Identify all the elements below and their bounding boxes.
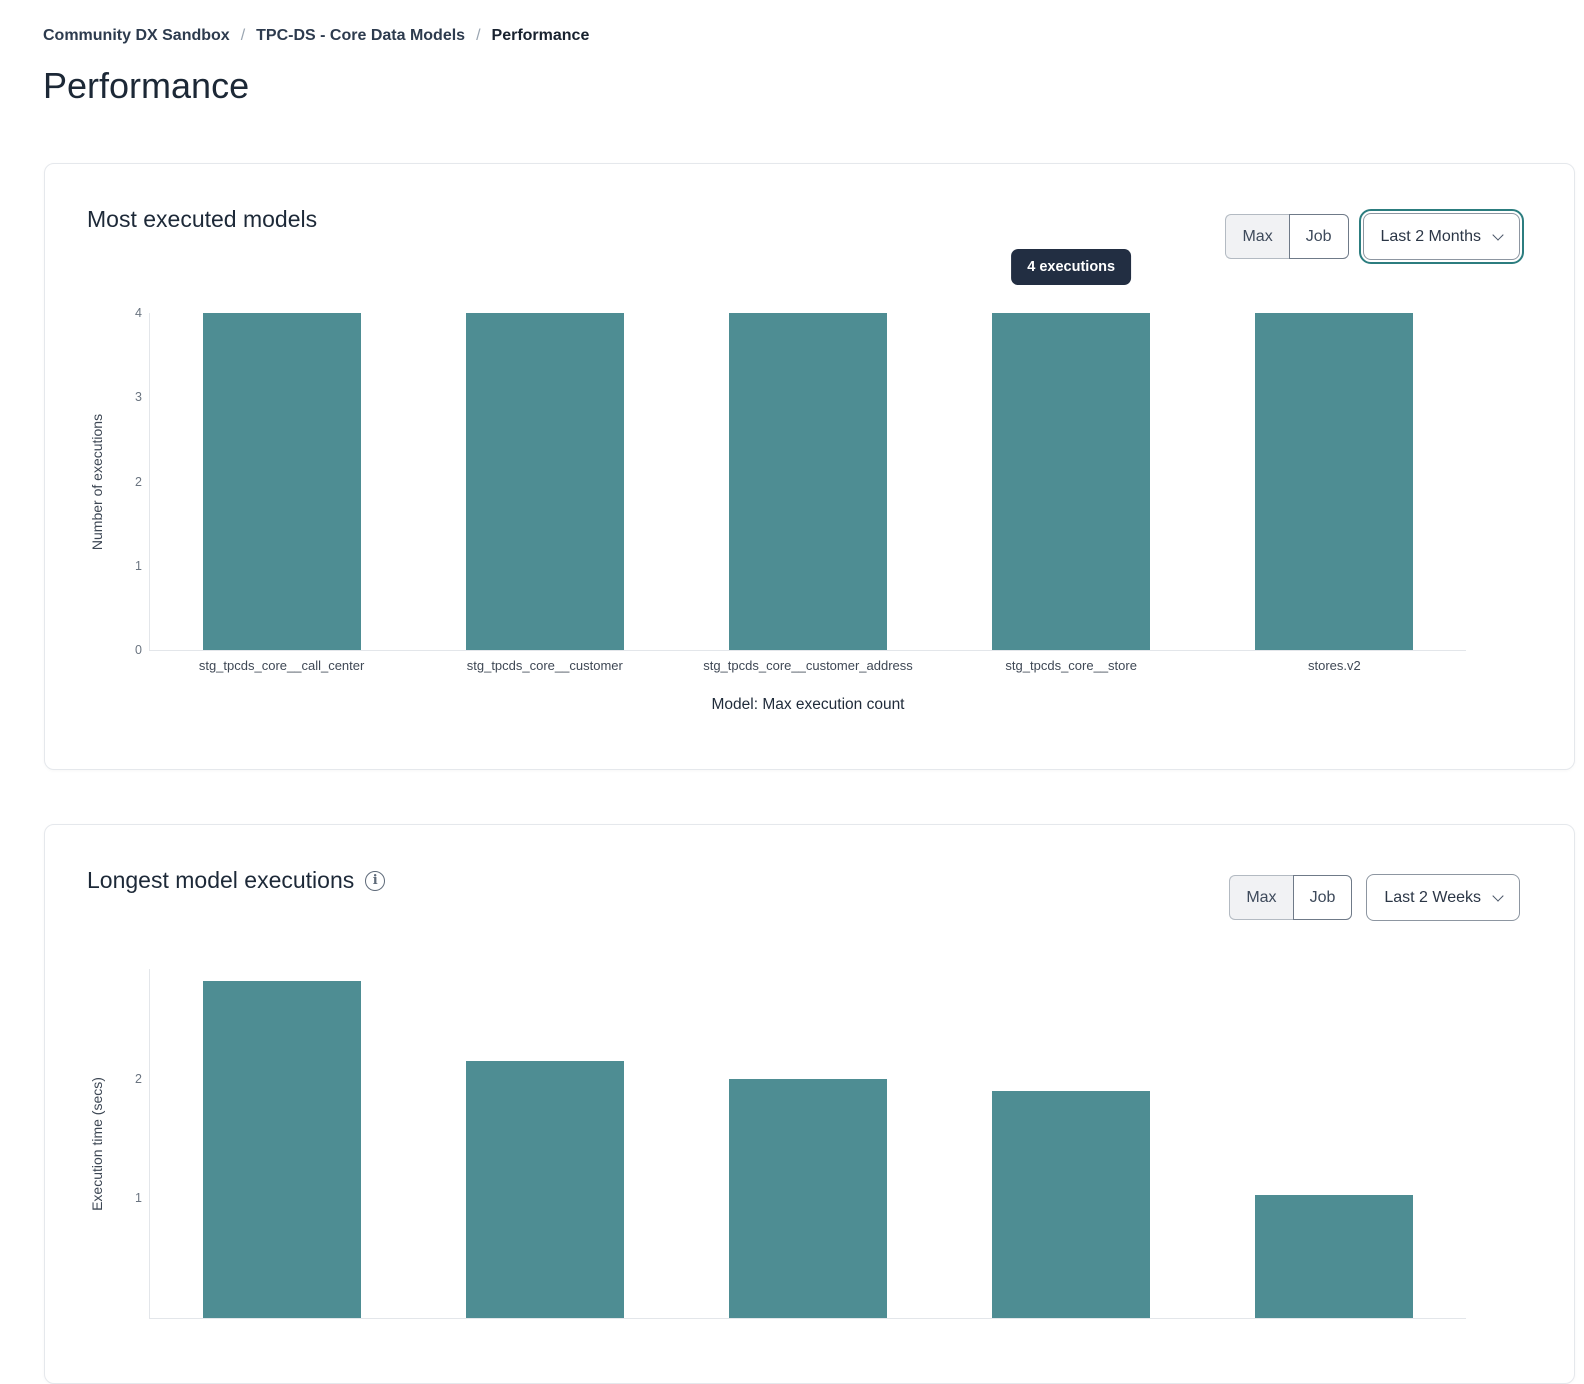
time-range-dropdown[interactable]: Last 2 Weeks bbox=[1366, 874, 1520, 921]
bar-4[interactable] bbox=[1255, 1195, 1414, 1318]
y-axis-label: Execution time (secs) bbox=[89, 1076, 105, 1211]
chart-tooltip: 4 executions bbox=[1011, 249, 1132, 285]
time-range-value: Last 2 Weeks bbox=[1384, 888, 1481, 906]
bar-3[interactable] bbox=[992, 1091, 1151, 1318]
breadcrumb-item-project[interactable]: Community DX Sandbox bbox=[43, 27, 230, 44]
chart-controls: Max Job Last 2 Weeks bbox=[1229, 874, 1520, 921]
chevron-down-icon bbox=[1492, 889, 1504, 902]
card-title-text: Longest model executions bbox=[87, 867, 355, 893]
bar-1[interactable] bbox=[465, 1061, 624, 1318]
card-title: Most executed models bbox=[87, 206, 317, 232]
x-axis-tick-label: stg_tpcds_core__customer_address bbox=[703, 658, 913, 673]
group-by-toggle: Max Job bbox=[1225, 214, 1349, 259]
y-axis-label: Number of executions bbox=[89, 413, 105, 550]
most-executed-models-card: Most executed models Max Job Last 2 Mont… bbox=[44, 163, 1575, 770]
chevron-down-icon bbox=[1492, 228, 1504, 241]
bar-stg_tpcds_core__customer_address[interactable] bbox=[729, 313, 887, 650]
y-axis-tick-label: 2 bbox=[135, 1071, 142, 1086]
x-axis-tick-label: stg_tpcds_core__store bbox=[1005, 658, 1137, 673]
breadcrumb-item-current: Performance bbox=[491, 27, 590, 44]
bar-stg_tpcds_core__customer[interactable] bbox=[465, 313, 624, 650]
longest-model-executions-card: Longest model executions i Max Job Last … bbox=[44, 824, 1575, 1384]
card-title-text: Most executed models bbox=[87, 206, 318, 232]
y-axis-tick-label: 0 bbox=[135, 643, 142, 657]
card-title: Longest model executions i bbox=[87, 867, 386, 893]
time-range-dropdown[interactable]: Last 2 Months bbox=[1358, 209, 1524, 264]
page-title: Performance bbox=[43, 65, 250, 106]
group-by-toggle: Max Job bbox=[1229, 875, 1353, 920]
bar-stores.v2[interactable] bbox=[1255, 313, 1414, 650]
chart-controls: Max Job Last 2 Months bbox=[1225, 209, 1524, 264]
y-axis-tick-label: 1 bbox=[135, 1191, 142, 1206]
breadcrumb: Community DX Sandbox / TPC-DS - Core Dat… bbox=[43, 27, 589, 45]
bar-stg_tpcds_core__call_center[interactable] bbox=[202, 313, 361, 650]
bar-0[interactable] bbox=[202, 981, 361, 1318]
y-axis-tick-label: 1 bbox=[135, 558, 142, 573]
time-range-value: Last 2 Months bbox=[1380, 227, 1482, 245]
x-axis-tick-label: stores.v2 bbox=[1308, 658, 1361, 673]
x-axis-tick-label: stg_tpcds_core__customer bbox=[466, 658, 623, 673]
y-axis-tick-label: 3 bbox=[135, 390, 142, 405]
breadcrumb-item-package[interactable]: TPC-DS - Core Data Models bbox=[256, 27, 466, 44]
bar-stg_tpcds_core__store[interactable] bbox=[992, 313, 1151, 650]
toggle-max-button[interactable]: Max bbox=[1229, 875, 1293, 920]
toggle-job-button[interactable]: Job bbox=[1288, 214, 1349, 259]
y-axis-tick-label: 2 bbox=[135, 474, 142, 489]
most-executed-models-chart: Number of executions Model: Max executio… bbox=[89, 249, 1466, 713]
x-axis-title: Model: Max execution count bbox=[711, 696, 905, 713]
x-axis-tick-label: stg_tpcds_core__call_center bbox=[198, 658, 365, 673]
toggle-max-button[interactable]: Max bbox=[1225, 214, 1289, 259]
info-icon[interactable]: i bbox=[365, 871, 386, 891]
y-axis-tick-label: 4 bbox=[135, 306, 142, 320]
bar-2[interactable] bbox=[729, 1079, 887, 1318]
toggle-job-button[interactable]: Job bbox=[1292, 875, 1353, 920]
breadcrumb-separator: / bbox=[240, 27, 246, 44]
breadcrumb-separator: / bbox=[476, 27, 481, 44]
longest-model-executions-chart: Execution time (secs) 1 2 bbox=[89, 969, 1466, 1319]
